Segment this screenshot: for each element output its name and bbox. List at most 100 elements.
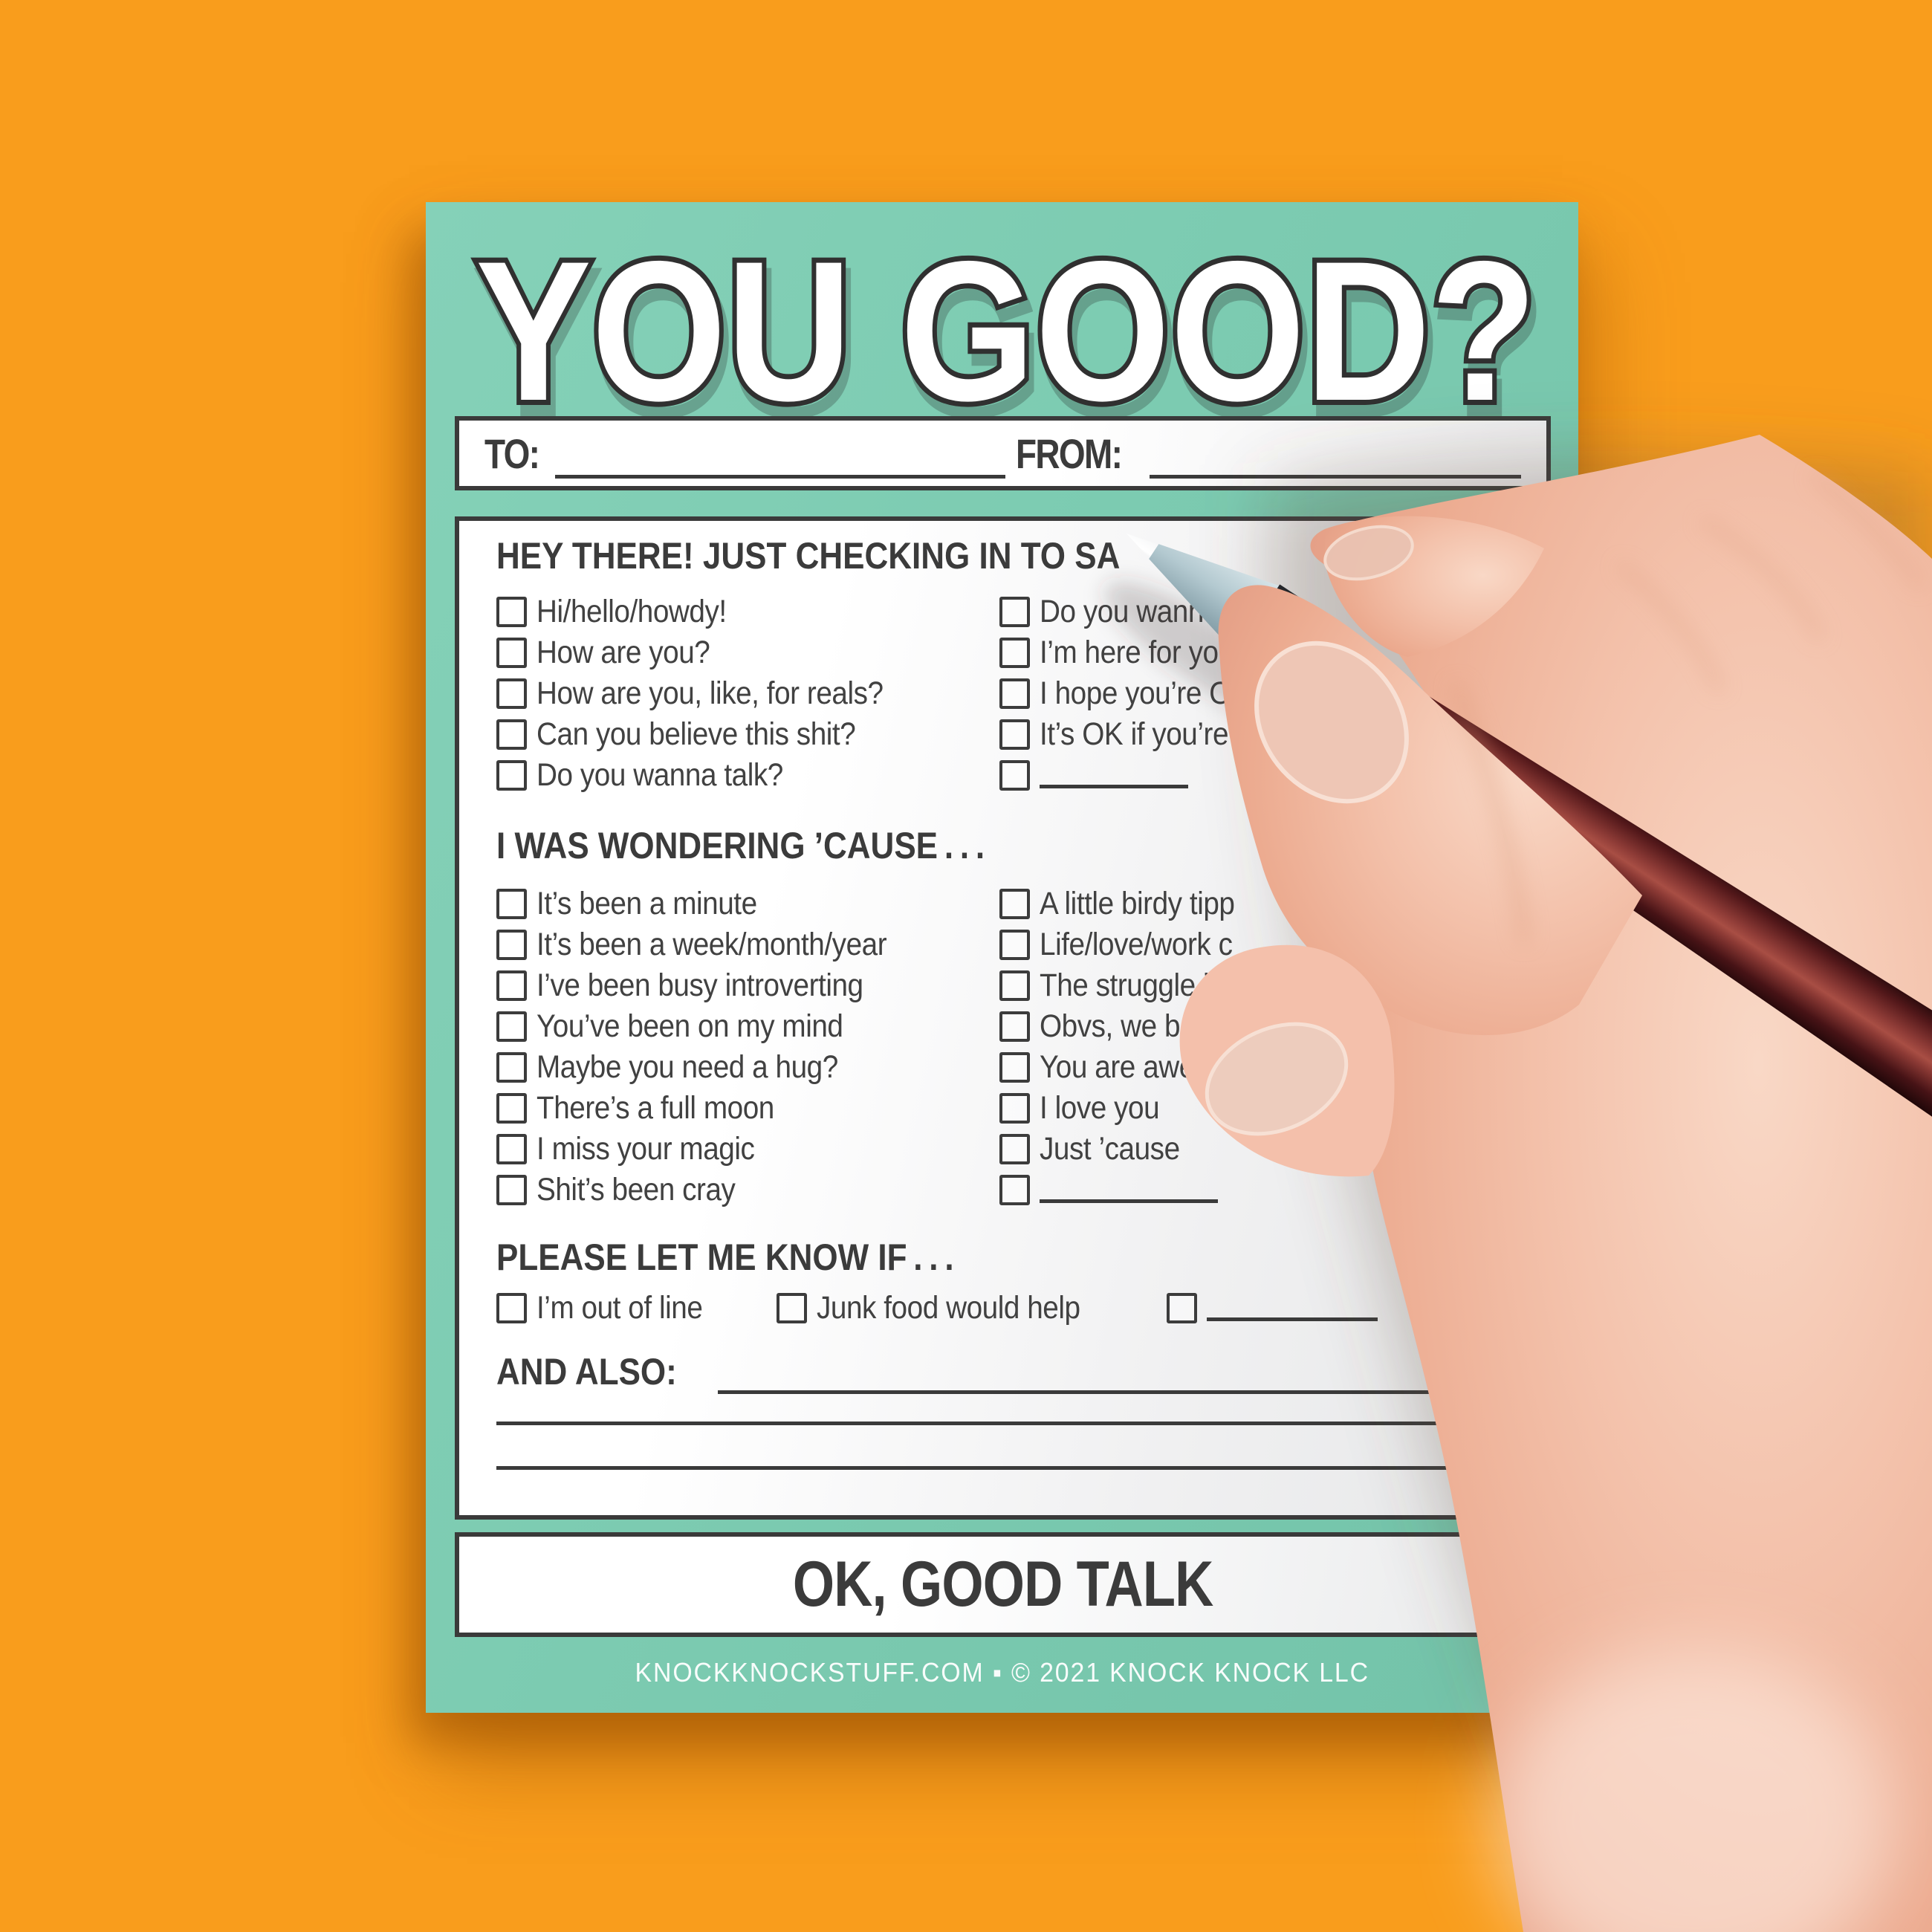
knuckle-creases xyxy=(1618,473,1924,693)
checkbox[interactable] xyxy=(1167,1293,1197,1323)
checklist-item: Life/love/work c xyxy=(999,924,1512,965)
pad-title: YOU GOOD? xyxy=(476,219,1537,442)
checklist-item-label: It’s been a week/month/year xyxy=(537,927,887,962)
checkbox[interactable] xyxy=(496,1293,527,1323)
checklist-item: Hi/hello/howdy! xyxy=(496,591,1009,632)
checklist-item xyxy=(999,1170,1512,1210)
checkbox[interactable] xyxy=(999,970,1030,1001)
checkbox[interactable] xyxy=(999,678,1030,709)
checklist-item: How are you? xyxy=(496,632,1009,673)
checkbox[interactable] xyxy=(496,597,527,627)
checklist-item-label: Junk food would help xyxy=(817,1290,1080,1326)
checklist-item: Do you wann xyxy=(999,591,1512,632)
checklist-item-label: Maybe you need a hug? xyxy=(537,1049,838,1085)
checklist-item-label: I’ve been busy introverting xyxy=(537,967,863,1003)
checkbox[interactable] xyxy=(496,1011,527,1042)
checklist-item-label: I love you xyxy=(1040,1090,1160,1126)
checklist-col: Do you wann I’m here for you I hope you’re… xyxy=(999,591,1512,796)
checklist-item: Obvs, we b xyxy=(999,1006,1512,1047)
checklist-item: I’m out of line xyxy=(496,1288,721,1329)
checklist-item-label: You are awes xyxy=(1040,1049,1209,1085)
checkbox[interactable] xyxy=(999,930,1030,960)
checkbox[interactable] xyxy=(999,1093,1030,1124)
checkbox[interactable] xyxy=(999,1134,1030,1164)
fill-in-line[interactable] xyxy=(1040,762,1188,788)
checklist-item-label: Obvs, we b xyxy=(1040,1008,1181,1044)
section-heading-2: I WAS WONDERING ’CAUSE . . . xyxy=(496,825,985,866)
checkbox[interactable] xyxy=(496,678,527,709)
checklist-item-label: It’s OK if you’re xyxy=(1040,716,1229,752)
checklist-item: Can you believe this shit? xyxy=(496,714,1009,755)
checkbox[interactable] xyxy=(496,1134,527,1164)
checkbox[interactable] xyxy=(999,638,1030,668)
pad-footer: KNOCKKNOCKSTUFF.COM ▪ © 2021 KNOCK KNOCK… xyxy=(635,1657,1369,1688)
checklist-item-label: Do you wanna talk? xyxy=(537,757,783,793)
checkbox[interactable] xyxy=(496,760,527,791)
ok-good-talk-label: OK, GOOD TALK xyxy=(792,1549,1213,1620)
checkbox[interactable] xyxy=(496,1093,527,1124)
checklist-item-label: I miss your magic xyxy=(537,1131,755,1167)
checkbox[interactable] xyxy=(496,719,527,750)
checklist-item xyxy=(999,755,1512,796)
fill-in-line[interactable] xyxy=(1040,1177,1218,1203)
checklist-item: I hope you’re O xyxy=(999,673,1512,714)
checkbox[interactable] xyxy=(496,889,527,919)
pad-title-art: YOU GOOD? YOU GOOD? xyxy=(470,214,1547,459)
checkbox[interactable] xyxy=(999,1011,1030,1042)
to-from-box: TO: FROM: xyxy=(455,416,1551,490)
checkbox[interactable] xyxy=(999,719,1030,750)
checkbox[interactable] xyxy=(496,970,527,1001)
checkbox[interactable] xyxy=(999,597,1030,627)
checklist-item-label: How are you, like, for reals? xyxy=(537,675,884,711)
checklist-item: It’s been a minute xyxy=(496,884,1009,924)
checklist-item: Shit’s been cray xyxy=(496,1170,1009,1210)
checklist-item: Junk food would help xyxy=(777,1288,1109,1329)
checkbox[interactable] xyxy=(496,638,527,668)
checkbox[interactable] xyxy=(496,1052,527,1083)
checklist-item-label: It’s been a minute xyxy=(537,886,757,921)
checklist-item: You’ve been on my mind xyxy=(496,1006,1009,1047)
checklist-item: A little birdy tipp xyxy=(999,884,1512,924)
and-also-line[interactable] xyxy=(718,1352,1440,1394)
section-heading-1: HEY THERE! JUST CHECKING IN TO SA xyxy=(496,535,1121,577)
checklist-item-label: Can you believe this shit? xyxy=(537,716,856,752)
checklist-item: Do you wanna talk? xyxy=(496,755,1009,796)
checklist-col: A little birdy tipp Life/love/work c The s… xyxy=(999,884,1512,1210)
checklist-item-label: A little birdy tipp xyxy=(1040,886,1235,921)
notepad: YOU GOOD? YOU GOOD? TO: FROM: HEY THERE!… xyxy=(426,202,1578,1713)
writing-line[interactable] xyxy=(496,1466,1492,1470)
to-label: TO: xyxy=(484,429,540,477)
from-label: FROM: xyxy=(1016,429,1123,477)
checklist-col: Hi/hello/howdy! How are you? How are you, … xyxy=(496,591,1009,796)
section-heading-3: PLEASE LET ME KNOW IF . . . xyxy=(496,1236,954,1278)
checklist-item: You are awes xyxy=(999,1047,1512,1088)
checklist-item-label: You’ve been on my mind xyxy=(537,1008,843,1044)
checklist-box: HEY THERE! JUST CHECKING IN TO SA Hi/hel… xyxy=(455,516,1551,1520)
checklist-item-label: Shit’s been cray xyxy=(537,1172,736,1208)
checkbox[interactable] xyxy=(999,1052,1030,1083)
checklist-item: The struggle i xyxy=(999,965,1512,1006)
ok-good-talk-box: OK, GOOD TALK xyxy=(455,1532,1551,1637)
checklist-item-label: I’m here for you xyxy=(1040,635,1234,670)
checkbox[interactable] xyxy=(496,1175,527,1205)
checklist-item-label: I hope you’re O xyxy=(1040,675,1231,711)
and-also-label: AND ALSO: xyxy=(496,1351,677,1393)
checklist-item: I’ve been busy introverting xyxy=(496,965,1009,1006)
checkbox[interactable] xyxy=(999,760,1030,791)
checklist-item: Just ’cause xyxy=(999,1129,1512,1170)
checklist-item: I’m here for you xyxy=(999,632,1512,673)
checkbox[interactable] xyxy=(777,1293,807,1323)
checkbox[interactable] xyxy=(999,889,1030,919)
checkbox[interactable] xyxy=(496,930,527,960)
checklist-item-label: How are you? xyxy=(537,635,710,670)
from-line[interactable] xyxy=(1149,442,1521,479)
to-line[interactable] xyxy=(555,442,1006,479)
checklist-item: It’s been a week/month/year xyxy=(496,924,1009,965)
checkbox[interactable] xyxy=(999,1175,1030,1205)
checklist-item-label: The struggle i xyxy=(1040,967,1210,1003)
checklist-col: It’s been a minute It’s been a week/month… xyxy=(496,884,1009,1210)
checklist-item: It’s OK if you’re xyxy=(999,714,1512,755)
checklist-item-label: Hi/hello/howdy! xyxy=(537,594,727,629)
writing-line[interactable] xyxy=(496,1422,1481,1425)
fill-in-line[interactable] xyxy=(1207,1295,1378,1321)
